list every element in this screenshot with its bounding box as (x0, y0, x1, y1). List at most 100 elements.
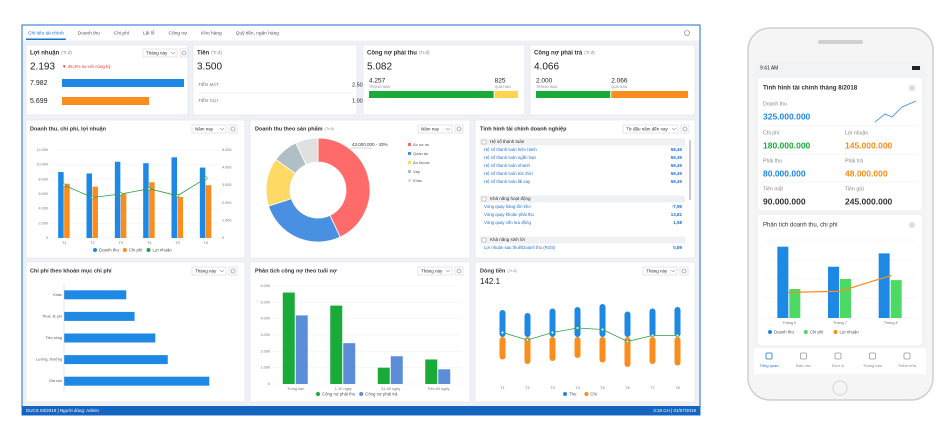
dropdown-value[interactable]: Năm nay (195, 126, 214, 131)
section-title: Hệ số thanh toán (490, 139, 525, 144)
metric-name[interactable]: Hệ số thanh toán ngắn hạn (484, 155, 536, 160)
unit: (Tr.đ) (61, 50, 72, 55)
y-tick-label: Lương, thưởng (36, 358, 62, 362)
tab[interactable]: Chi phí (114, 30, 130, 36)
nav-icon[interactable] (765, 352, 773, 360)
settings-button[interactable] (454, 124, 464, 134)
metric-name[interactable]: Vòng quay vốn lưu động (484, 220, 531, 225)
nav-label[interactable]: Đơn vị (832, 363, 844, 368)
settings-icon[interactable] (456, 268, 462, 274)
tab[interactable]: Chỉ tiêu tài chính (28, 29, 64, 36)
settings-icon[interactable] (230, 268, 236, 274)
bar (64, 290, 127, 300)
settings-icon[interactable] (456, 126, 462, 132)
nav-icon[interactable] (834, 352, 842, 360)
tab[interactable]: Lãi lỗ (143, 29, 155, 36)
settings-icon[interactable] (230, 126, 236, 132)
collapse-toggle[interactable] (481, 196, 487, 202)
bar (649, 308, 656, 337)
dropdown-value[interactable]: Năm nay (421, 126, 440, 131)
dropdown-caret[interactable] (445, 127, 451, 131)
period-dropdown[interactable] (191, 124, 227, 134)
nav-label[interactable]: Thêm nữa (898, 363, 917, 368)
line-point (525, 338, 530, 342)
line-point (575, 326, 580, 330)
bar-caption: TRONG HẠN (536, 85, 557, 89)
period-dropdown[interactable] (142, 48, 178, 58)
metric-name[interactable]: Hệ số thanh toán hiện hành (484, 147, 537, 152)
period-dropdown[interactable] (642, 266, 678, 276)
phone-speaker (818, 40, 863, 44)
collapse-toggle[interactable] (481, 237, 487, 243)
metric-value: 245.000.000 (845, 196, 893, 206)
line-point (500, 330, 505, 335)
period-dropdown[interactable] (417, 124, 453, 134)
settings-icon[interactable] (181, 50, 187, 56)
info-icon[interactable] (909, 222, 915, 228)
kpi-bar (611, 91, 688, 98)
status-text: DUCS 03/2019 | Người dùng: Admin (26, 408, 99, 413)
panel-title: Công nợ phải trả (534, 51, 583, 57)
bar (438, 369, 451, 384)
nav-label[interactable]: Tổng quan (759, 363, 778, 368)
metric-name[interactable]: Lợi nhuận sau thuế/Doanh thu (ROS) (484, 245, 556, 250)
metric-label: Phải trả (845, 158, 863, 164)
dropdown-caret[interactable] (670, 269, 676, 273)
dropdown-value[interactable]: Tháng này (195, 268, 217, 273)
period-dropdown[interactable] (417, 266, 453, 276)
settings-button[interactable] (454, 266, 464, 276)
line-point (650, 333, 655, 338)
period-dropdown[interactable] (191, 266, 227, 276)
panel-title: Phân tích công nợ theo tuổi nợ (255, 267, 337, 274)
window-settings-icon[interactable] (684, 30, 690, 36)
nav-icon[interactable] (869, 352, 876, 360)
metric-name[interactable]: Hệ số thanh toán nhanh (484, 163, 530, 168)
metric-name[interactable]: Hệ số thanh toán tức thời (484, 171, 533, 176)
settings-button[interactable] (679, 266, 689, 276)
tab[interactable]: Kho hàng (201, 30, 222, 36)
dropdown-value[interactable]: Tháng này (646, 268, 668, 273)
bar (890, 280, 902, 318)
dropdown-value[interactable]: Tháng này (146, 50, 168, 55)
legend-marker (584, 392, 589, 396)
panel-title: Chi phí theo khoản mục chi phí (30, 268, 112, 274)
metric-name[interactable]: Vòng quay khoản phải thu (484, 212, 535, 217)
dropdown-caret[interactable] (445, 269, 451, 273)
kpi-bar (62, 97, 150, 105)
nav-icon[interactable] (903, 352, 911, 360)
settings-button[interactable] (680, 124, 690, 134)
bar (92, 186, 98, 238)
nav-icon[interactable] (800, 352, 807, 360)
metric-name[interactable]: Vòng quay hàng tồn kho (484, 204, 531, 209)
x-tick-label: T4 (575, 386, 579, 390)
period-dropdown[interactable] (622, 124, 679, 134)
tab[interactable]: Quỹ tiền, ngân hàng (236, 30, 280, 36)
dropdown-value[interactable]: Tháng này (421, 268, 443, 273)
tab[interactable]: Công nợ (169, 30, 188, 36)
tab[interactable]: Doanh thu (78, 30, 100, 36)
annotation-leader (344, 147, 372, 153)
metric-label: Tiền mặt (763, 186, 784, 192)
metric-name[interactable]: Hệ số thanh toán lãi vay (484, 179, 531, 184)
nav-label[interactable]: Thông báo (863, 363, 883, 368)
x-tick-label: T8 (675, 386, 679, 390)
settings-button[interactable] (228, 266, 238, 276)
bar (649, 337, 656, 364)
info-icon[interactable] (909, 85, 915, 91)
bar-label: 7.982 (30, 80, 48, 87)
settings-button[interactable] (228, 124, 238, 134)
settings-icon[interactable] (681, 268, 687, 274)
dropdown-caret[interactable] (170, 51, 176, 55)
y-tick-label: 4.000 (222, 166, 232, 170)
dropdown-caret[interactable] (219, 269, 225, 273)
nav-label[interactable]: Báo cáo (796, 363, 811, 368)
dropdown-value[interactable]: Từ đầu năm đến nay (626, 126, 669, 131)
dropdown-caret[interactable] (671, 127, 677, 131)
dropdown-caret[interactable] (219, 127, 225, 131)
legend-marker (408, 170, 411, 173)
bar (624, 337, 631, 367)
card-title: Tình hình tài chính tháng 8/2018 (763, 85, 858, 92)
collapse-toggle[interactable] (481, 139, 487, 145)
settings-button[interactable] (179, 48, 189, 58)
settings-icon[interactable] (682, 126, 688, 132)
